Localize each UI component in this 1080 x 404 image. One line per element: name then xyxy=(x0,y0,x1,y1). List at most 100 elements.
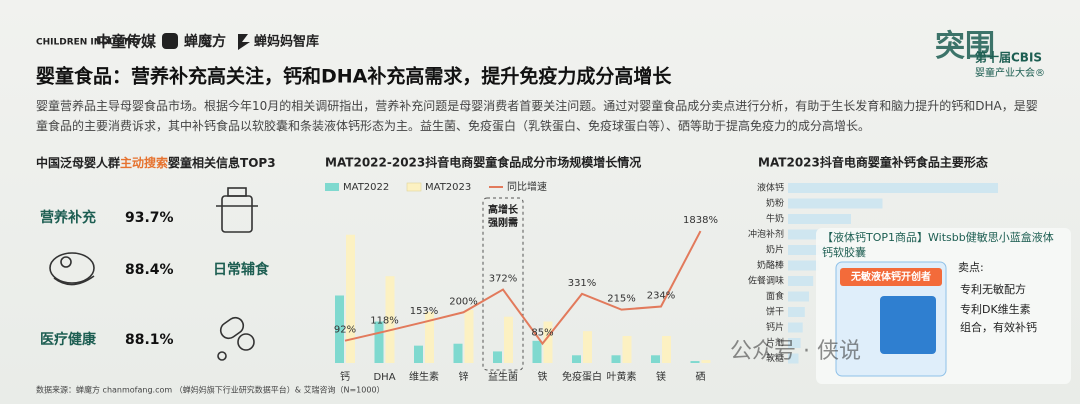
value-label: 92% xyxy=(334,325,356,336)
y-tick-label: 奶酪棒 xyxy=(757,259,784,271)
bar xyxy=(453,343,463,363)
annotation-box xyxy=(482,197,524,371)
value-label: 118% xyxy=(370,316,399,327)
annotation: 强刚需 xyxy=(488,216,518,229)
y-tick-label: 片剂 xyxy=(766,337,784,349)
stat-value: 88.4% xyxy=(125,262,174,278)
source: 数据来源：蝉魔方 chanmofang.com （蝉妈妈旗下行业研究数据平台）&… xyxy=(36,385,385,395)
annotation: 高增长 xyxy=(488,203,519,216)
bar xyxy=(414,345,423,363)
chart-title: MAT2023抖音电商婴童补钙食品主要形态 xyxy=(758,155,988,170)
intro: 婴童营养品主导母婴食品市场。根据今年10月的相关调研指出，营养补充问题是母婴消费… xyxy=(36,99,1038,133)
product-banner: 无敏液体钙开创者 xyxy=(850,270,931,283)
value-label: 200% xyxy=(449,296,478,307)
bar xyxy=(543,321,553,363)
x-tick-label: 益生菌 xyxy=(488,370,518,383)
bar xyxy=(690,361,700,363)
bar xyxy=(532,340,542,363)
bar xyxy=(335,295,344,363)
title-part: 主动搜索 xyxy=(120,155,168,170)
watermark: 公众号 · 侠说 xyxy=(730,339,861,364)
value-label: 331% xyxy=(568,278,597,289)
y-tick-label: 牛奶 xyxy=(766,213,784,225)
y-tick-label: 奶片 xyxy=(766,244,784,256)
legend-label: MAT2022 xyxy=(343,182,389,193)
chart-title: MAT2022-2023抖音电商婴童食品成分市场规模增长情况 xyxy=(325,155,641,170)
stat-label: 营养补充 xyxy=(40,209,96,226)
icon xyxy=(216,187,258,233)
x-tick-label: DHA xyxy=(373,372,395,383)
value-label: 234% xyxy=(647,291,676,302)
bar xyxy=(788,291,809,302)
bar xyxy=(622,336,632,363)
x-tick-label: 维生素 xyxy=(409,370,439,383)
x-tick-label: 铁 xyxy=(538,370,548,383)
legend-label: 同比增速 xyxy=(507,180,547,193)
x-tick-label: 免疫蛋白 xyxy=(562,370,602,383)
legend-label: MAT2023 xyxy=(425,182,471,193)
callout-head-box: 【液体钙TOP1商品】Witsbb健敏思小蓝盒液体钙软胶囊 xyxy=(822,231,1054,259)
bar xyxy=(788,245,826,255)
logo-icon xyxy=(162,33,178,49)
legend-swatch xyxy=(325,183,339,191)
stat-label: 日常辅食 xyxy=(213,261,270,278)
bar xyxy=(788,307,805,317)
sellpoint: 专利无敏配方 xyxy=(960,282,1026,296)
bar xyxy=(385,276,395,363)
icon xyxy=(217,316,255,361)
y-tick-label: 奶粉 xyxy=(766,197,784,209)
y-tick-label: 液体钙 xyxy=(757,182,784,194)
logo: 蝉妈妈智库 xyxy=(254,34,319,50)
x-tick-label: 叶黄素 xyxy=(607,370,637,383)
y-tick-label: 佐餐调味 xyxy=(748,275,784,287)
bar xyxy=(493,351,502,363)
bar xyxy=(504,316,513,363)
bar xyxy=(788,198,883,209)
x-tick-label: 锌 xyxy=(459,370,469,383)
page-title: 婴童食品：营养补充高关注，钙和DHA补充高需求，提升免疫力成分高增长 xyxy=(36,65,672,88)
product-box xyxy=(880,296,936,354)
bar xyxy=(651,355,660,363)
bar xyxy=(425,311,434,363)
bar xyxy=(788,183,998,193)
sellpoint: 专利DK维生素 xyxy=(960,302,1031,316)
event-name: 第十届CBIS xyxy=(975,50,1042,65)
stat-value: 93.7% xyxy=(125,210,174,226)
y-tick-label: 软糖 xyxy=(766,352,784,364)
bar xyxy=(662,336,671,363)
bar xyxy=(701,360,711,363)
bar xyxy=(583,331,592,363)
icon xyxy=(49,252,95,286)
value-label: 85% xyxy=(531,328,553,339)
logo: 中童传媒 xyxy=(96,33,157,51)
bar xyxy=(788,260,820,271)
panel-title: 中国泛母婴人群主动搜索婴童相关信息TOP3 xyxy=(36,155,276,170)
y-tick-label: 饼干 xyxy=(766,306,784,318)
stat-label: 医疗健康 xyxy=(40,331,97,348)
bar xyxy=(464,309,474,363)
title-part: 婴童相关信息TOP3 xyxy=(168,155,276,170)
x-tick-label: 镁 xyxy=(656,370,666,383)
callout-heading: 【液体钙TOP1商品】Witsbb健敏思小蓝盒液体钙软胶囊 xyxy=(822,231,1054,259)
intro-box: 婴童营养品主导母婴食品市场。根据今年10月的相关调研指出，营养补充问题是母婴消费… xyxy=(36,99,1038,133)
logo-icon xyxy=(238,34,250,50)
sellpoint: 组合，有效补钙 xyxy=(960,320,1037,334)
bar xyxy=(346,234,355,363)
bar xyxy=(788,322,803,333)
stat-value: 88.1% xyxy=(125,332,174,348)
y-tick-label: 面食 xyxy=(766,290,784,302)
value-label: 215% xyxy=(607,294,636,305)
value-label: 1838% xyxy=(683,215,718,226)
bar xyxy=(611,355,621,363)
bar xyxy=(374,321,384,363)
title-part: 中国泛母婴人群 xyxy=(36,155,120,170)
logo-sub: CHILDREN INDUSTRY xyxy=(36,38,142,48)
bar xyxy=(788,353,799,364)
value-label: 372% xyxy=(489,274,518,285)
sellpoints-title: 卖点: xyxy=(958,261,984,274)
product-banner-bg xyxy=(840,268,942,286)
legend-swatch xyxy=(406,182,422,192)
event-name: 婴童产业大会® xyxy=(975,66,1045,79)
bar xyxy=(788,276,814,286)
